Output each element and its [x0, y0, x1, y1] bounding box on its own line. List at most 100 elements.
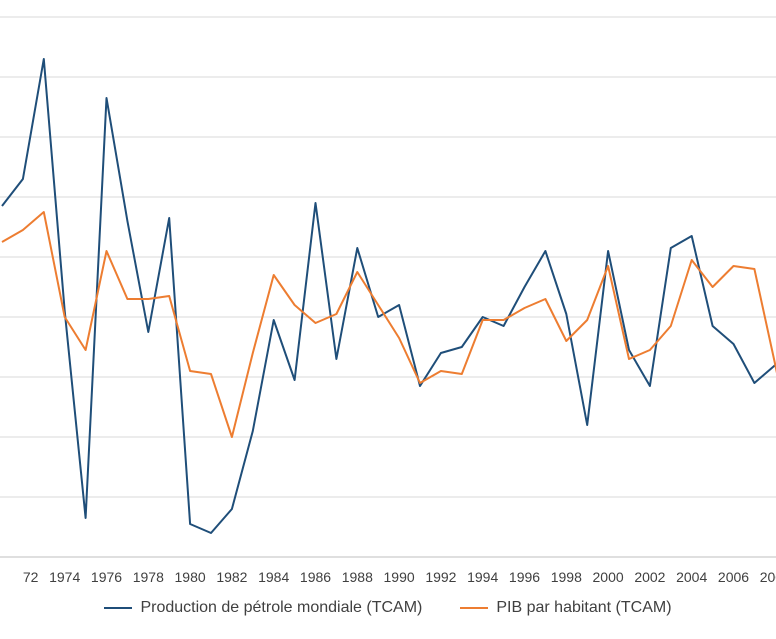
- data-point-s1-1971: [1, 241, 3, 243]
- x-tick-label: 1978: [133, 569, 164, 585]
- legend-item-gdp-per-capita: PIB par habitant (TCAM): [460, 599, 672, 617]
- x-tick-label: 1988: [342, 569, 373, 585]
- data-point-s1-1976: [106, 250, 108, 252]
- data-point-s1-1978: [147, 298, 149, 300]
- data-point-s0-1997: [544, 250, 546, 252]
- data-point-s1-1972: [22, 229, 24, 231]
- data-point-s0-2003: [670, 247, 672, 249]
- x-tick-label: 1976: [91, 569, 122, 585]
- x-tick-label: 72: [23, 569, 39, 585]
- data-point-s0-2002: [649, 385, 651, 387]
- data-point-s1-1974: [64, 316, 66, 318]
- data-point-s0-1979: [168, 217, 170, 219]
- data-point-s0-1996: [524, 286, 526, 288]
- x-tick-label: 2004: [676, 569, 707, 585]
- data-point-s1-1987: [335, 313, 337, 315]
- data-point-s0-1980: [189, 523, 191, 525]
- data-point-s0-1999: [586, 424, 588, 426]
- legend-label-oil-production: Production de pétrole mondiale (TCAM): [140, 599, 423, 616]
- x-tick-label: 1992: [425, 569, 456, 585]
- data-point-s0-2004: [691, 235, 693, 237]
- data-point-s1-1989: [377, 304, 379, 306]
- data-point-s1-2006: [733, 265, 735, 267]
- data-point-s1-2003: [670, 325, 672, 327]
- data-point-s0-1989: [377, 316, 379, 318]
- data-point-s0-1987: [335, 358, 337, 360]
- data-point-s1-1998: [565, 340, 567, 342]
- legend-swatch-oil-production: [104, 607, 133, 609]
- x-tick-label: 1982: [216, 569, 247, 585]
- data-point-s1-1994: [482, 319, 484, 321]
- data-point-s1-2005: [712, 286, 714, 288]
- data-point-s0-1976: [106, 97, 108, 99]
- x-tick-label: 1996: [509, 569, 540, 585]
- data-point-s1-1986: [315, 322, 317, 324]
- x-tick-label: 1990: [384, 569, 415, 585]
- data-point-s0-1991: [419, 385, 421, 387]
- data-point-s0-1972: [22, 178, 24, 180]
- data-point-s1-1977: [126, 298, 128, 300]
- data-point-s0-1975: [85, 517, 87, 519]
- data-point-s1-1980: [189, 370, 191, 372]
- data-point-s0-1971: [1, 205, 3, 207]
- data-point-s0-1990: [398, 304, 400, 306]
- x-tick-label: 1980: [175, 569, 206, 585]
- data-point-s0-2005: [712, 325, 714, 327]
- x-tick-label: 2006: [718, 569, 749, 585]
- x-tick-label: 2008: [760, 569, 776, 585]
- data-point-s1-1981: [210, 373, 212, 375]
- data-point-s1-1988: [356, 271, 358, 273]
- data-point-s1-1995: [503, 319, 505, 321]
- data-point-s0-1983: [252, 430, 254, 432]
- data-point-s0-1985: [294, 379, 296, 381]
- data-point-s0-1993: [461, 346, 463, 348]
- data-point-s1-1983: [252, 352, 254, 354]
- data-point-s0-1992: [440, 352, 442, 354]
- x-tick-label: 1984: [258, 569, 289, 585]
- data-point-s1-2002: [649, 349, 651, 351]
- data-point-s0-2001: [628, 349, 630, 351]
- data-point-s0-1995: [503, 325, 505, 327]
- series-lines: [1, 58, 776, 534]
- data-point-s0-1977: [126, 220, 128, 222]
- data-point-s0-1986: [315, 202, 317, 204]
- data-point-s0-1982: [231, 508, 233, 510]
- legend-swatch-gdp-per-capita: [460, 607, 489, 609]
- x-tick-label: 2000: [593, 569, 624, 585]
- data-point-s1-1992: [440, 370, 442, 372]
- legend: Production de pétrole mondiale (TCAM) PI…: [0, 588, 776, 628]
- series-line-1: [1, 211, 776, 438]
- data-point-s1-1991: [419, 382, 421, 384]
- data-point-s1-1999: [586, 319, 588, 321]
- data-point-s1-1973: [43, 211, 45, 213]
- legend-label-gdp-per-capita: PIB par habitant (TCAM): [496, 599, 672, 616]
- x-tick-label: 1994: [467, 569, 498, 585]
- data-point-s1-1990: [398, 337, 400, 339]
- data-point-s1-1996: [524, 307, 526, 309]
- data-point-s1-2004: [691, 259, 693, 261]
- data-point-s0-1984: [273, 319, 275, 321]
- data-point-s1-1979: [168, 295, 170, 297]
- data-point-s0-1988: [356, 247, 358, 249]
- data-point-s0-2000: [607, 250, 609, 252]
- data-point-s1-1985: [294, 304, 296, 306]
- series-line-0: [1, 58, 776, 534]
- data-point-s0-2007: [753, 382, 755, 384]
- data-point-s0-1978: [147, 331, 149, 333]
- data-point-s0-2006: [733, 343, 735, 345]
- x-tick-label: 2002: [634, 569, 665, 585]
- data-point-s1-1984: [273, 274, 275, 276]
- x-tick-label: 1986: [300, 569, 331, 585]
- data-point-s1-2007: [753, 268, 755, 270]
- x-tick-label: 1974: [49, 569, 80, 585]
- data-point-s0-1981: [210, 532, 212, 534]
- x-axis-ticks: 72 1974 1976 1978 1980 1982 1984 1986 1988 1990 19…: [23, 569, 776, 585]
- data-point-s1-2001: [628, 358, 630, 360]
- data-point-s1-1975: [85, 349, 87, 351]
- legend-item-oil-production: Production de pétrole mondiale (TCAM): [104, 599, 422, 617]
- data-point-s0-1973: [43, 58, 45, 60]
- data-point-s1-1982: [231, 436, 233, 438]
- gridlines: [0, 16, 776, 558]
